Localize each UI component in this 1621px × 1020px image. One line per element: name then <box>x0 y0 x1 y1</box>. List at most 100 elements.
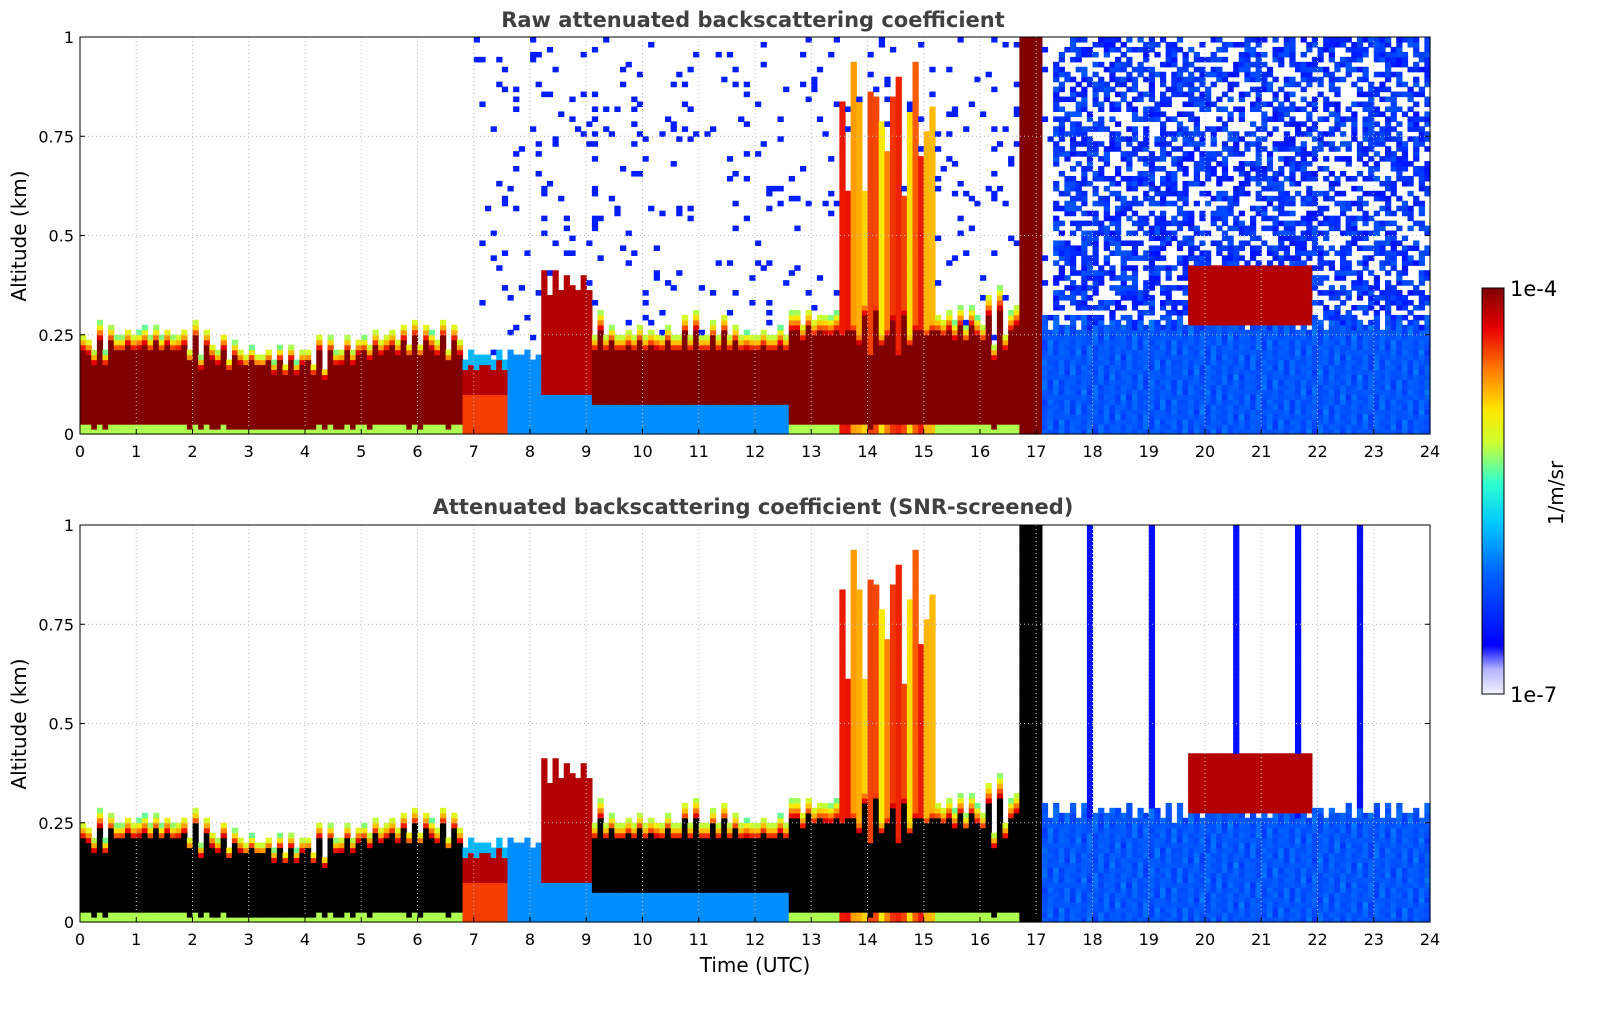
heatmap-cell <box>406 374 413 381</box>
heatmap-cell <box>710 399 717 405</box>
heatmap-cell <box>951 255 959 261</box>
heatmap-cell <box>625 329 632 336</box>
heatmap-cell <box>839 101 846 108</box>
heatmap-cell <box>428 329 435 336</box>
heatmap-cell <box>563 364 570 371</box>
heatmap-cell <box>861 230 869 237</box>
heatmap-cell <box>715 369 722 376</box>
heatmap-cell <box>1008 424 1015 430</box>
heatmap-cell <box>732 399 739 405</box>
heatmap-cell <box>1064 334 1071 341</box>
heatmap-cell <box>1002 334 1009 341</box>
heatmap-cell <box>203 359 210 366</box>
heatmap-cell <box>1036 429 1043 435</box>
heatmap-cell <box>625 399 632 405</box>
heatmap-cell <box>895 205 902 212</box>
heatmap-cell <box>906 429 914 435</box>
heatmap-cell <box>968 409 975 415</box>
heatmap-cell <box>102 409 109 415</box>
heatmap-cell <box>878 389 885 395</box>
heatmap-cell <box>850 354 857 361</box>
heatmap-cell <box>816 359 824 366</box>
heatmap-cell <box>479 379 486 385</box>
heatmap-cell <box>653 374 660 381</box>
heatmap-cell <box>243 404 250 410</box>
heatmap-cell <box>1025 255 1032 261</box>
heatmap-cell <box>878 230 885 237</box>
heatmap-cell <box>80 394 87 400</box>
heatmap-cell <box>395 354 402 361</box>
heatmap-cell <box>923 349 930 356</box>
heatmap-cell <box>850 151 857 157</box>
heatmap-cell <box>906 389 914 395</box>
heatmap-cell <box>479 384 486 390</box>
heatmap-cell <box>929 215 936 222</box>
heatmap-cell <box>130 379 137 385</box>
heatmap-cell <box>1036 91 1043 98</box>
heatmap-cell <box>395 359 402 366</box>
heatmap-cell <box>771 409 779 415</box>
heatmap-cell <box>355 354 362 361</box>
heatmap-cell <box>918 379 925 385</box>
heatmap-cell <box>1053 101 1060 108</box>
heatmap-cell <box>726 309 734 316</box>
heatmap-cell <box>726 374 734 381</box>
heatmap-cell <box>164 414 171 420</box>
heatmap-cell <box>333 399 340 405</box>
heatmap-cell <box>743 379 750 385</box>
heatmap-cell <box>890 116 897 122</box>
heatmap-cell <box>580 131 587 137</box>
heatmap-cell <box>951 334 959 341</box>
heatmap-cell <box>890 275 897 281</box>
heatmap-cell <box>586 394 593 400</box>
heatmap-cell <box>642 399 649 405</box>
heatmap-cell <box>710 344 717 351</box>
heatmap-cell <box>1041 349 1049 356</box>
heatmap-cell <box>299 384 306 390</box>
heatmap-cell <box>620 374 627 381</box>
heatmap-cell <box>310 389 317 395</box>
heatmap-cell <box>805 384 812 390</box>
heatmap-cell <box>1013 304 1020 311</box>
heatmap-cell <box>1036 116 1043 122</box>
heatmap-cell <box>845 285 852 291</box>
heatmap-cell <box>96 389 104 395</box>
heatmap-cell <box>153 374 160 381</box>
heatmap-cell <box>693 309 700 316</box>
heatmap-cell <box>1030 190 1037 197</box>
heatmap-cell <box>1053 76 1060 83</box>
heatmap-cell <box>811 364 818 371</box>
heatmap-cell <box>906 270 914 276</box>
heatmap-cell <box>906 334 914 341</box>
heatmap-cell <box>659 419 666 425</box>
heatmap-cell <box>558 309 565 316</box>
heatmap-cell <box>659 344 666 351</box>
heatmap-cell <box>923 384 930 390</box>
heatmap-cell <box>186 379 194 385</box>
heatmap-cell <box>1019 414 1026 420</box>
heatmap-cell <box>355 394 362 400</box>
heatmap-cell <box>822 429 829 435</box>
heatmap-cell <box>884 359 891 366</box>
heatmap-cell <box>1025 429 1032 435</box>
heatmap-cell <box>878 399 885 405</box>
heatmap-cell <box>153 429 160 435</box>
heatmap-cell <box>1025 339 1032 346</box>
heatmap-cell <box>996 290 1004 296</box>
heatmap-cell <box>1053 324 1060 331</box>
heatmap-cell <box>170 419 177 425</box>
heatmap-cell <box>1036 275 1043 281</box>
heatmap-cell <box>653 344 660 351</box>
heatmap-cell <box>642 359 649 366</box>
heatmap-cell <box>867 200 874 207</box>
heatmap-cell <box>209 359 216 366</box>
heatmap-cell <box>895 250 902 256</box>
heatmap-cell <box>732 389 739 395</box>
heatmap-cell <box>901 309 908 316</box>
heatmap-cell <box>91 424 98 430</box>
heatmap-cell <box>901 210 908 217</box>
heatmap-cell <box>811 334 818 341</box>
heatmap-cell <box>395 344 402 351</box>
heatmap-cell <box>996 329 1004 336</box>
heatmap-cell <box>659 364 666 371</box>
